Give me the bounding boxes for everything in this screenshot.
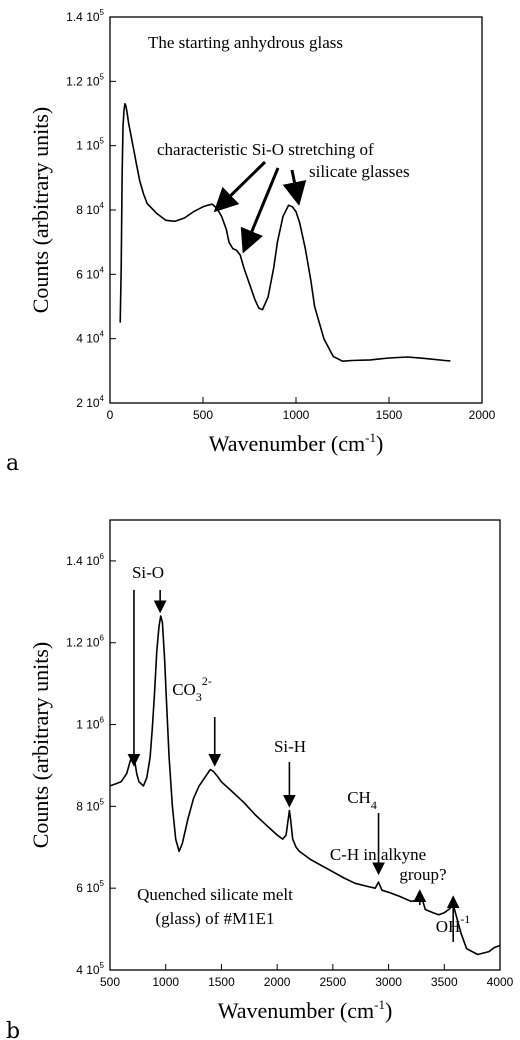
x-tick-label: 500 <box>100 975 120 989</box>
peak-label-line-2: group? <box>399 865 446 884</box>
chart-panel-a: 0 500 1000 1500 2000 2 104 4 104 6 104 8 104 1 10… <box>6 8 496 476</box>
y-axis-label: Counts (arbitrary units) <box>28 107 53 314</box>
x-tick-label: 2000 <box>469 408 496 422</box>
y-tick-label: 6 104 <box>76 265 104 281</box>
x-tick-label: 3500 <box>431 975 458 989</box>
x-axis-label: Wavenumber (cm-1) <box>218 997 393 1023</box>
caption-line-1: Quenched silicate melt <box>137 885 293 904</box>
y-tick-label: 4 105 <box>76 961 104 977</box>
peak-label: C-H in alkyne <box>330 845 426 864</box>
x-axis-label: Wavenumber (cm-1) <box>209 430 384 456</box>
peak-label: CH4 <box>347 788 377 812</box>
series-line <box>119 103 451 363</box>
x-tick-label: 500 <box>193 408 213 422</box>
panel-label: a <box>6 451 19 476</box>
y-tick-label: 1 106 <box>76 716 104 732</box>
peak-label: OH-1 <box>436 912 471 936</box>
x-tick-label: 1000 <box>152 975 179 989</box>
x-tick-label: 1000 <box>283 408 310 422</box>
chart-panel-b: 500 1000 1500 2000 2500 3000 3500 4000 4 105 6 10… <box>6 519 514 1040</box>
y-axis-label: Counts (arbitrary units) <box>28 642 53 849</box>
annotation-arrow <box>213 160 267 213</box>
plot-frame <box>109 16 483 404</box>
y-tick-label: 8 104 <box>76 201 104 217</box>
x-tick-label: 2000 <box>264 975 291 989</box>
peak-label: CO32- <box>172 674 212 704</box>
y-tick-label: 1.4 105 <box>66 8 104 24</box>
y-tick-label: 1 105 <box>76 137 104 153</box>
plot-frame <box>109 519 501 971</box>
y-tick-label: 6 105 <box>76 879 104 895</box>
x-tick-label: 0 <box>107 408 114 422</box>
x-tick-label: 1500 <box>208 975 235 989</box>
x-tick-label: 1500 <box>376 408 403 422</box>
x-tick-label: 4000 <box>487 975 514 989</box>
y-tick-label: 1.4 106 <box>66 552 104 568</box>
y-tick-label: 2 104 <box>76 394 104 410</box>
peak-label: Si-H <box>274 737 306 756</box>
annotation-line-2: silicate glasses <box>309 162 410 181</box>
y-tick-label: 1.2 105 <box>66 72 104 88</box>
annotation-arrow <box>240 167 280 254</box>
panel-label: b <box>6 1019 20 1040</box>
chart-title: The starting anhydrous glass <box>148 33 343 52</box>
y-tick-label: 1.2 106 <box>66 634 104 650</box>
x-tick-label: 3000 <box>375 975 402 989</box>
peak-label: Si-O <box>132 563 164 582</box>
y-tick-label: 4 104 <box>76 330 104 346</box>
y-tick-label: 8 105 <box>76 797 104 813</box>
annotation-line-1: characteristic Si-O stretching of <box>157 140 374 159</box>
annotation-arrow <box>282 169 307 206</box>
caption-line-2: (glass) of #M1E1 <box>156 909 275 928</box>
series-line <box>109 615 501 956</box>
x-tick-label: 2500 <box>320 975 347 989</box>
